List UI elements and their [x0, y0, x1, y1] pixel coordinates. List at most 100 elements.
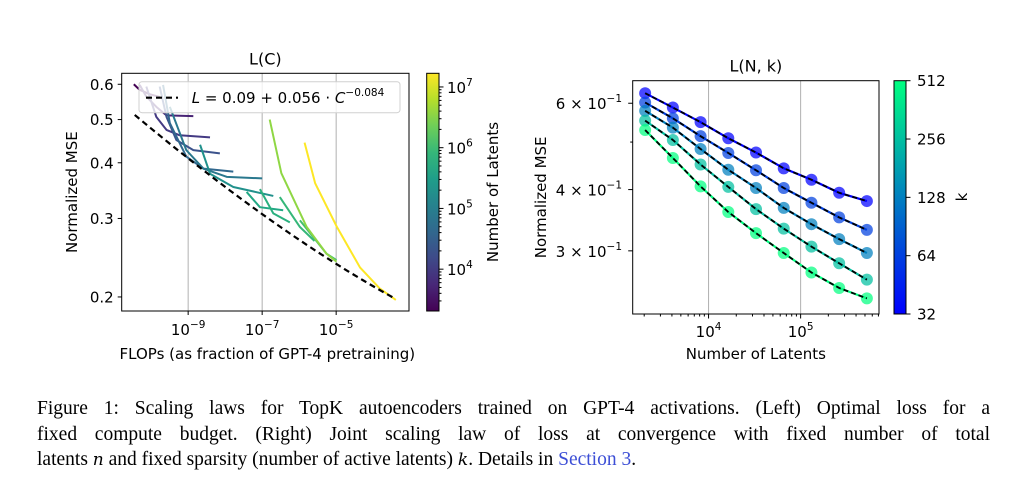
x-tick-label-exponent: 5: [807, 321, 814, 333]
data-point: [694, 116, 707, 129]
y-tick-label: 6 × 10−1: [556, 93, 622, 113]
y-tick-label: 3 × 10−1: [556, 241, 622, 261]
colorbar-tick-label-base: 10: [447, 261, 466, 279]
colorbar-gradient: [426, 72, 440, 312]
fit-line: [644, 129, 868, 300]
y-tick-label-base: 3 × 10: [556, 243, 607, 261]
x-axis-label: FLOPs (as fraction of GPT-4 pretraining): [120, 345, 416, 363]
training-curve: [245, 191, 284, 212]
series-k-128: [639, 104, 873, 259]
training-curve: [168, 106, 263, 180]
chart-title: L(N, k): [729, 57, 782, 76]
axes-frame: [121, 72, 410, 312]
fit-line: [644, 92, 868, 202]
y-tick-label: 0.6: [90, 76, 114, 94]
x-tick-label-exponent: −7: [264, 319, 279, 331]
fit-line: [644, 119, 868, 281]
caption-text: . Details in: [468, 449, 559, 470]
series-k-256: [639, 114, 873, 286]
x-tick-label-exponent: −9: [190, 319, 205, 331]
colorbar-tick-label-exponent: 5: [466, 198, 473, 210]
training-curve: [278, 196, 316, 242]
legend-box: [138, 81, 401, 114]
caption-line-3: latents n and fixed sparsity (number of …: [37, 447, 990, 474]
y-tick-label-exponent: −1: [607, 241, 622, 253]
x-tick-label-base: 10: [171, 321, 190, 339]
figure-caption: Figure 1: Scaling laws for TopK autoenco…: [37, 396, 990, 474]
fit-line: [644, 110, 868, 254]
colorbar-tick-label: 105: [447, 198, 473, 218]
x-tick-label-base: 10: [696, 323, 715, 341]
fit-line: [134, 114, 397, 301]
y-tick-label-exponent: −1: [607, 180, 622, 192]
y-tick-label: 0.3: [90, 210, 114, 228]
x-tick-label-exponent: −5: [338, 319, 353, 331]
section-3-link[interactable]: Section 3: [558, 449, 632, 470]
caption-var-n: n: [92, 450, 104, 470]
colorbar-tick-label: 64: [917, 247, 936, 265]
data-point: [666, 101, 679, 114]
training-curve: [259, 188, 291, 224]
y-axis-label: Normalized MSE: [63, 131, 81, 253]
y-tick-label-base: 6 × 10: [556, 95, 607, 113]
y-tick-label: 0.2: [90, 288, 114, 306]
series-k-512: [639, 124, 873, 305]
x-tick-label: 105: [788, 321, 814, 341]
legend: L = 0.09 + 0.056 · C−0.084: [138, 81, 401, 114]
data-point: [750, 181, 763, 194]
data-point: [860, 246, 873, 259]
y-tick-label: 0.5: [90, 111, 114, 129]
data-point: [666, 112, 679, 125]
colorbar-label: k: [953, 192, 971, 201]
chart-title: L(C): [249, 49, 282, 68]
y-tick-label-base: 4 × 10: [556, 182, 607, 200]
training-curve: [303, 142, 397, 301]
x-tick-label-base: 10: [319, 321, 338, 339]
colorbar-tick-label-exponent: 4: [466, 259, 473, 271]
caption-var-k: k: [457, 450, 469, 470]
data-point: [860, 195, 873, 208]
y-tick-label: 0.4: [90, 154, 114, 172]
series: [639, 87, 873, 305]
colorbar-tick-label: 106: [447, 138, 473, 158]
colorbar-tick-label: 512: [917, 72, 946, 90]
colorbar-gradient: [893, 80, 907, 315]
x-tick-label-base: 10: [245, 321, 264, 339]
caption-text: and fixed sparsity (number of active lat…: [103, 449, 458, 470]
data-point: [777, 162, 790, 175]
y-tick-label: 4 × 10−1: [556, 180, 622, 200]
x-tick-label: 10−9: [171, 319, 206, 339]
colorbar-tick-label: 128: [917, 189, 946, 207]
data-point: [722, 132, 735, 145]
caption-text: .: [631, 449, 637, 470]
series-k-32: [639, 87, 873, 208]
colorbar-k: 32 64 128 256 512 k: [893, 72, 971, 324]
axes-frame: [632, 80, 880, 315]
data-point: [777, 222, 790, 235]
curves: [133, 83, 397, 301]
colorbar-tick-label: 256: [917, 131, 946, 149]
data-point: [860, 223, 873, 236]
caption-line-1: Figure 1: Scaling laws for TopK autoenco…: [37, 398, 990, 419]
caption-line-2: fixed compute budget. (Right) Joint scal…: [37, 423, 990, 445]
colorbar-tick-label-exponent: 7: [466, 77, 473, 89]
colorbar-tick-label-base: 10: [447, 79, 466, 97]
colorbar-tick-label-base: 10: [447, 200, 466, 218]
training-curve: [199, 144, 274, 197]
x-tick-label: 104: [696, 321, 722, 341]
y-axis-label: Normalized MSE: [532, 136, 550, 258]
colorbar-tick-label: 104: [447, 259, 473, 279]
caption-text: latents: [37, 449, 93, 470]
colorbar-tick-label: 32: [917, 306, 936, 324]
colorbar-label: Number of Latents: [484, 122, 502, 262]
data-point: [750, 146, 763, 159]
training-curve: [268, 119, 338, 263]
x-tick-label: 10−5: [319, 319, 354, 339]
colorbar-tick-label-base: 10: [447, 140, 466, 158]
series-k-64: [639, 96, 873, 236]
x-tick-label-base: 10: [788, 323, 807, 341]
